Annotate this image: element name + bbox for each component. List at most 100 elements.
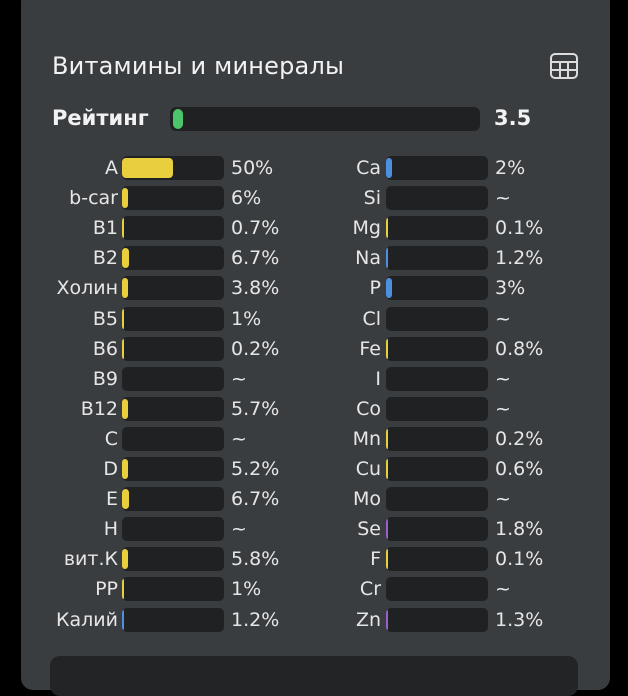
mineral-bar-fill xyxy=(386,278,392,298)
vitamin-value: 1.2% xyxy=(231,609,280,631)
mineral-bar xyxy=(386,577,488,601)
vitamin-label: вит.К xyxy=(63,548,118,570)
vitamin-bar xyxy=(122,216,224,240)
mineral-bar xyxy=(386,517,488,541)
mineral-bar-fill xyxy=(386,248,388,268)
mineral-row-8: Co ~ xyxy=(0,397,628,421)
vitamin-label: B6 xyxy=(92,338,118,360)
vitamin-label: A xyxy=(105,157,118,179)
mineral-bar xyxy=(386,246,488,270)
vitamin-row-8: B12 5.7% xyxy=(0,397,628,421)
mineral-label: Se xyxy=(357,518,381,540)
vitamin-bar xyxy=(122,487,224,511)
mineral-bar xyxy=(386,457,488,481)
vitamin-bar xyxy=(122,517,224,541)
mineral-value: 3% xyxy=(495,277,526,299)
vitamin-value: 0.2% xyxy=(231,338,280,360)
mineral-row-9: Mn 0.2% xyxy=(0,427,628,451)
vitamin-bar xyxy=(122,427,224,451)
vitamin-bar xyxy=(122,337,224,361)
vitamin-bar xyxy=(122,367,224,391)
mineral-row-6: Fe 0.8% xyxy=(0,337,628,361)
vitamin-value: ~ xyxy=(231,518,247,540)
mineral-bar xyxy=(386,307,488,331)
mineral-bar-fill xyxy=(386,610,388,630)
vitamin-value: ~ xyxy=(231,368,247,390)
mineral-bar xyxy=(386,276,488,300)
vitamin-value: 5.2% xyxy=(231,458,280,480)
mineral-label: Cu xyxy=(355,458,381,480)
vitamin-value: 1% xyxy=(231,578,262,600)
vitamin-label: D xyxy=(103,458,118,480)
mineral-bar xyxy=(386,397,488,421)
mineral-label: Zn xyxy=(355,609,381,631)
vitamin-value: 0.7% xyxy=(231,217,280,239)
vitamin-row-12: H ~ xyxy=(0,517,628,541)
vitamin-bar xyxy=(122,577,224,601)
vitamin-bar-fill xyxy=(122,158,173,178)
vitamin-label: E xyxy=(105,488,118,510)
mineral-bar xyxy=(386,156,488,180)
vitamin-row-14: PP 1% xyxy=(0,577,628,601)
vitamin-row-2: B1 0.7% xyxy=(0,216,628,240)
mineral-row-13: F 0.1% xyxy=(0,547,628,571)
mineral-bar xyxy=(386,487,488,511)
mineral-row-15: Zn 1.3% xyxy=(0,608,628,632)
table-grid-icon[interactable] xyxy=(549,52,579,80)
vitamin-value: 6.7% xyxy=(231,247,280,269)
mineral-label: Na xyxy=(355,247,381,269)
mineral-bar-fill xyxy=(386,218,388,238)
mineral-value: ~ xyxy=(495,187,511,209)
vitamin-bar-fill xyxy=(122,579,124,599)
vitamin-row-0: A 50% xyxy=(0,156,628,180)
mineral-row-5: Cl ~ xyxy=(0,307,628,331)
mineral-value: ~ xyxy=(495,488,511,510)
vitamin-bar-fill xyxy=(122,459,128,479)
mineral-value: 0.6% xyxy=(495,458,544,480)
mineral-bar-fill xyxy=(386,549,388,569)
vitamin-label: Холин xyxy=(56,277,118,299)
vitamin-label: PP xyxy=(95,578,118,600)
vitamin-bar-fill xyxy=(122,489,129,509)
mineral-bar-fill xyxy=(386,459,388,479)
mineral-bar xyxy=(386,547,488,571)
mineral-row-14: Cr ~ xyxy=(0,577,628,601)
vitamin-value: 6% xyxy=(231,187,262,209)
mineral-value: ~ xyxy=(495,308,511,330)
mineral-label: F xyxy=(370,548,381,570)
vitamin-bar xyxy=(122,156,224,180)
next-section-panel xyxy=(50,656,578,696)
mineral-row-12: Se 1.8% xyxy=(0,517,628,541)
mineral-label: Mn xyxy=(352,428,381,450)
vitamin-row-7: B9 ~ xyxy=(0,367,628,391)
mineral-label: Ca xyxy=(356,157,381,179)
mineral-label: Co xyxy=(356,398,381,420)
vitamin-bar xyxy=(122,307,224,331)
vitamin-row-13: вит.К 5.8% xyxy=(0,547,628,571)
rating-value: 3.5 xyxy=(494,106,532,130)
vitamin-value: 5.7% xyxy=(231,398,280,420)
mineral-row-11: Mo ~ xyxy=(0,487,628,511)
vitamin-bar-fill xyxy=(122,188,128,208)
vitamin-label: b-car xyxy=(69,187,118,209)
vitamin-row-5: B5 1% xyxy=(0,307,628,331)
vitamin-bar xyxy=(122,246,224,270)
mineral-bar-fill xyxy=(386,339,388,359)
mineral-row-7: I ~ xyxy=(0,367,628,391)
vitamin-label: C xyxy=(104,428,118,450)
vitamin-row-3: B2 6.7% xyxy=(0,246,628,270)
vitamin-bar xyxy=(122,276,224,300)
vitamin-bar xyxy=(122,608,224,632)
vitamin-bar xyxy=(122,186,224,210)
vitamin-bar-fill xyxy=(122,309,124,329)
mineral-value: ~ xyxy=(495,398,511,420)
rating-bar-fill xyxy=(173,109,183,129)
mineral-label: Si xyxy=(363,187,381,209)
vitamin-bar-fill xyxy=(122,278,128,298)
mineral-row-3: Na 1.2% xyxy=(0,246,628,270)
vitamin-value: 3.8% xyxy=(231,277,280,299)
mineral-bar xyxy=(386,367,488,391)
mineral-label: Mo xyxy=(352,488,381,510)
mineral-row-2: Mg 0.1% xyxy=(0,216,628,240)
vitamin-label: Калий xyxy=(56,609,118,631)
